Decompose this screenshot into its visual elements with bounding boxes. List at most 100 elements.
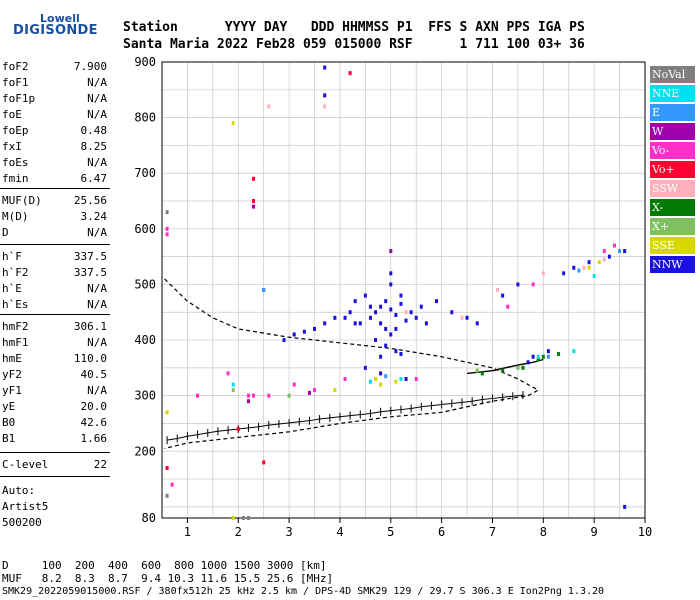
echo-point-nnw	[333, 315, 337, 320]
echo-point-ssw	[496, 288, 500, 292]
echo-point-vo-	[343, 376, 347, 381]
param-name: yF1	[2, 384, 22, 397]
param-value: N/A	[87, 92, 107, 105]
param-row-b1: B1 1.66	[2, 432, 107, 448]
echo-point-nnw	[389, 271, 393, 276]
echo-point-nnw	[546, 349, 550, 354]
echo-point-vo-	[612, 243, 616, 248]
echo-point-nnw	[562, 271, 566, 276]
echo-point-vo-	[414, 376, 418, 381]
echo-point-vo-	[267, 393, 271, 398]
param-row-ye: yE 20.0	[2, 400, 107, 416]
x-tick-label: 5	[387, 525, 394, 539]
y-tick-label: 500	[134, 277, 156, 291]
echo-point-nne	[399, 376, 403, 381]
echo-point-nnw	[353, 299, 357, 304]
param-name: yE	[2, 400, 16, 413]
echo-point-nnw	[623, 249, 627, 254]
echo-point-nnw	[384, 343, 388, 348]
param-value: N/A	[87, 384, 107, 397]
param-value: 337.5	[73, 250, 107, 263]
param-row-yf2: yF2 40.5	[2, 368, 107, 384]
param-name: foEp	[2, 124, 29, 137]
echo-point-x-	[516, 365, 520, 370]
param-value: 337.5	[73, 266, 107, 279]
param-value: N/A	[87, 298, 107, 311]
x-tick-label: 10	[638, 525, 652, 539]
param-row-c-level: C-level 22	[2, 458, 107, 474]
echo-point-w	[246, 399, 250, 404]
echo-point-vo-	[236, 427, 240, 432]
echo-point-nnw	[394, 326, 398, 331]
echo-point-nnw	[623, 504, 627, 509]
legend-item-noval: NoVal	[650, 66, 695, 83]
echo-point-vo-	[262, 460, 266, 465]
param-row-h-e: h`E N/A	[2, 282, 107, 298]
param-value: N/A	[87, 226, 107, 239]
param-value: N/A	[87, 108, 107, 121]
param-row-fmin: fmin 6.47	[2, 172, 107, 188]
echo-point-nnw	[363, 365, 367, 370]
param-row-hmf1: hmF1 N/A	[2, 336, 107, 352]
echo-point-nnw	[379, 354, 383, 359]
param-row-foep: foEp 0.48	[2, 124, 107, 140]
echo-point-sse	[333, 388, 337, 393]
echo-point-vo-	[252, 393, 256, 398]
x-tick-label: 1	[184, 525, 191, 539]
param-name: hmF2	[2, 320, 29, 333]
echo-point-nnw	[323, 93, 327, 98]
echo-point-nnw	[292, 332, 296, 337]
param-row-foes: foEs N/A	[2, 156, 107, 172]
echo-point-nnw	[368, 315, 372, 320]
echo-point-nnw	[587, 260, 591, 265]
echo-point-x-	[475, 368, 479, 373]
legend-item-vo-: Vo+	[650, 161, 695, 178]
echo-point-nnw	[323, 321, 327, 326]
param-name: h`E	[2, 282, 22, 295]
header-labels: Station YYYY DAY DDD HHMMSS P1 FFS S AXN…	[123, 20, 585, 35]
echo-point-e	[618, 249, 622, 254]
echo-point-e	[262, 288, 266, 292]
echo-point-nnw	[389, 307, 393, 312]
echo-point-nnw	[394, 349, 398, 354]
echo-point-vo-	[531, 282, 535, 287]
param-name: yF2	[2, 368, 22, 381]
y-tick-label: 600	[134, 222, 156, 236]
echo-point-x-	[231, 388, 235, 393]
echo-point-ssw	[582, 265, 586, 270]
y-tick-label: 200	[134, 444, 156, 458]
param-value: 0.48	[80, 124, 108, 137]
echo-point-sse	[231, 121, 235, 126]
echo-point-nnw	[313, 326, 317, 331]
echo-point-x-	[501, 368, 505, 373]
echo-point-x-	[287, 393, 291, 398]
echo-point-noval	[246, 516, 250, 520]
echo-point-nnw	[343, 315, 347, 320]
echo-point-ssw	[404, 310, 408, 315]
echo-point-nnw	[516, 282, 520, 287]
echo-point-w	[307, 390, 311, 395]
param-separator	[0, 452, 110, 453]
param-row-fof1p: foF1p N/A	[2, 92, 107, 108]
param-value: 20.0	[80, 400, 108, 413]
echo-point-nnw	[572, 265, 576, 270]
param-value: 1.66	[80, 432, 108, 445]
y-tick-label: 300	[134, 389, 156, 403]
param-name: MUF(D)	[2, 194, 42, 207]
echo-point-vo-	[165, 465, 169, 470]
legend-item-x-: X+	[650, 218, 695, 235]
echo-point-vo-	[252, 176, 256, 181]
echo-point-vo-	[602, 249, 606, 254]
echo-point-vo-	[226, 371, 230, 376]
profile-line	[167, 394, 524, 441]
echo-point-nnw	[323, 65, 327, 70]
plot-frame	[161, 61, 646, 519]
echo-point-nnw	[419, 304, 423, 309]
param-name: D	[2, 226, 9, 239]
legend-item-x-: X-	[650, 199, 695, 216]
echo-point-sse	[379, 382, 383, 387]
echo-point-nnw	[526, 360, 530, 365]
echo-point-nnw	[282, 338, 286, 343]
solid-trace	[466, 358, 544, 375]
echo-point-e	[546, 354, 550, 359]
